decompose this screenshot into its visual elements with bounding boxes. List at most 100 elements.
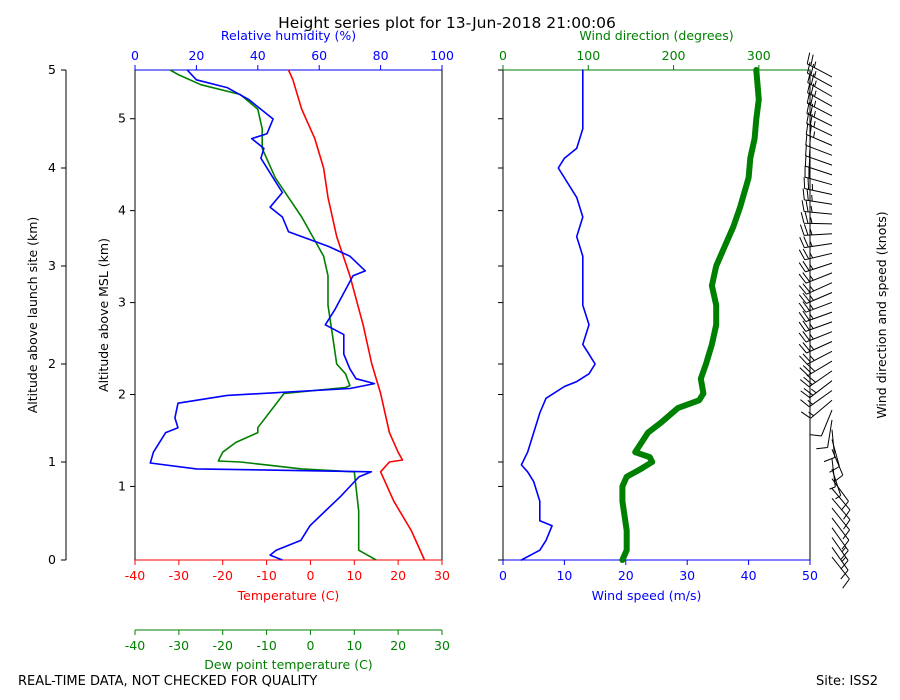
wind-barb — [804, 165, 833, 186]
wind-barb — [798, 331, 833, 343]
wind-barb — [798, 248, 833, 261]
temperature-line — [287, 69, 426, 561]
rh-axis-tick-label: 60 — [311, 48, 327, 63]
quality-disclaimer: REAL-TIME DATA, NOT CHECKED FOR QUALITY — [18, 674, 318, 689]
dewpoint-axis-tick-label: -30 — [169, 638, 189, 653]
wind-barb — [831, 497, 851, 530]
wind-barb — [799, 224, 833, 236]
wind-barb — [829, 459, 836, 490]
temperature-axis-tick-label: 30 — [434, 568, 450, 583]
msl-axis-tick-label: 5 — [118, 111, 126, 126]
msl-axis-tick-label: 2 — [118, 387, 126, 402]
dew-point-line — [169, 69, 377, 561]
dewpoint-axis-tick-label: -10 — [256, 638, 276, 653]
wind-barb — [798, 341, 833, 354]
wind-barb — [807, 81, 833, 107]
wind-barb — [803, 177, 833, 195]
msl-axis-tick-label: 1 — [118, 478, 126, 493]
wind-barb — [831, 488, 851, 520]
wind-barb — [805, 123, 833, 146]
temperature-axis-tick-label: -30 — [169, 568, 189, 583]
wind-barb — [800, 212, 833, 225]
launch-axis-tick-label: 4 — [48, 160, 56, 175]
wind-barb — [831, 507, 851, 540]
wind-barb — [806, 112, 833, 137]
wind-speed-axis-tick-label: 10 — [556, 568, 572, 583]
wind-speed-axis-tick-label: 0 — [499, 568, 507, 583]
dewpoint-axis-tick-label: 20 — [390, 638, 406, 653]
dewpoint-axis-tick-label: 30 — [434, 638, 450, 653]
wind-direction-axis-tick-label: 300 — [747, 48, 771, 63]
wind-barb — [799, 350, 833, 365]
wind-barb — [802, 188, 833, 205]
rh-axis-tick-label: 100 — [430, 48, 454, 63]
wind-barb — [806, 91, 833, 117]
wind-barb-axis-title: Wind direction and speed (knots) — [874, 211, 889, 418]
wind-barb — [798, 272, 833, 284]
dewpoint-axis-title: Dew point temperature (C) — [204, 657, 372, 672]
wind-barb — [806, 52, 833, 78]
launch-axis-title: Altitude above launch site (km) — [25, 217, 40, 414]
temperature-axis-tick-label: 10 — [346, 568, 362, 583]
wind-speed-axis-tick-label: 50 — [802, 568, 818, 583]
wind-barb — [798, 292, 833, 304]
msl-axis-title: Altitude above MSL (km) — [96, 238, 111, 392]
wind-barb — [799, 370, 833, 388]
wind-speed-axis-tick-label: 40 — [741, 568, 757, 583]
wind-speed-axis-title: Wind speed (m/s) — [592, 588, 702, 603]
wind-direction-axis-tick-label: 100 — [576, 48, 600, 63]
dewpoint-axis-tick-label: -20 — [213, 638, 233, 653]
wind-barb — [831, 537, 849, 570]
wind-barb — [801, 200, 833, 215]
wind-direction-axis-tick-label: 200 — [662, 48, 686, 63]
msl-axis-tick-label: 3 — [118, 295, 126, 310]
wind-barb — [798, 320, 833, 332]
thermo-frame — [134, 69, 443, 561]
wind-barb — [806, 61, 833, 88]
wind-barb — [831, 556, 850, 589]
wind-barb — [800, 399, 833, 419]
wind-barb — [805, 133, 833, 156]
wind-barb — [800, 380, 833, 399]
wind-barb — [798, 310, 833, 323]
wind-barb — [798, 260, 833, 273]
dewpoint-axis-tick-label: -40 — [125, 638, 145, 653]
wind-direction-line — [619, 67, 762, 563]
launch-axis-tick-label: 2 — [48, 356, 56, 371]
wind-barb — [806, 102, 833, 127]
wind-barb — [798, 301, 833, 313]
temperature-axis-tick-label: -20 — [213, 568, 233, 583]
msl-axis-tick-label: 4 — [118, 203, 126, 218]
wind-barb — [798, 282, 833, 295]
rh-axis-tick-label: 80 — [373, 48, 389, 63]
temperature-axis-tick-label: -40 — [125, 568, 145, 583]
wind-speed-line — [520, 69, 596, 561]
wind-panel: 0 10 20 30 40 50 Wind speed (m/s) 0 100 200 300 Win… — [498, 28, 889, 603]
plot-title: Height series plot for 13-Jun-2018 21:00… — [278, 14, 616, 32]
temperature-axis-tick-label: -10 — [256, 568, 276, 583]
wind-barb — [831, 517, 850, 550]
launch-axis-tick-label: 3 — [48, 258, 56, 273]
wind-barb — [809, 409, 833, 437]
wind-barb — [807, 71, 833, 97]
wind-frame — [502, 69, 811, 561]
wind-barb — [800, 390, 833, 408]
wind-barb — [804, 154, 833, 176]
rh-axis-title: Relative humidity (%) — [221, 28, 356, 43]
rh-axis-tick-label: 0 — [131, 48, 139, 63]
wind-direction-axis-tick-label: 0 — [499, 48, 507, 63]
wind-barb — [799, 236, 833, 249]
temperature-axis-title: Temperature (C) — [237, 588, 340, 603]
dewpoint-axis-tick-label: 0 — [306, 638, 314, 653]
relative-humidity-line — [149, 69, 376, 561]
temperature-axis-tick-label: 0 — [306, 568, 314, 583]
wind-barb — [831, 449, 844, 483]
wind-barb — [823, 429, 836, 463]
wind-speed-axis-tick-label: 20 — [618, 568, 634, 583]
temperature-axis-tick-label: 20 — [390, 568, 406, 583]
wind-barb — [799, 360, 833, 376]
launch-axis-tick-label: 5 — [48, 62, 56, 77]
wind-barb — [805, 144, 833, 166]
dewpoint-axis-tick-label: 10 — [346, 638, 362, 653]
